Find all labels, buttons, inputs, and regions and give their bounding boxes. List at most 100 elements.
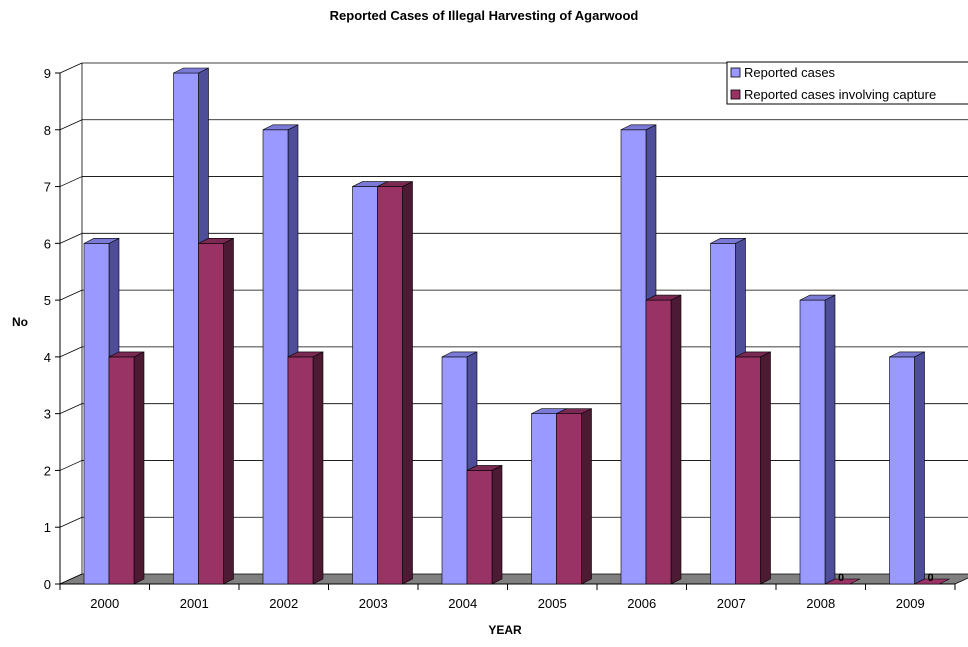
wall-slant-line: [59, 403, 83, 415]
bar-front-face: [466, 470, 493, 585]
chart-title: Reported Cases of Illegal Harvesting of …: [330, 8, 639, 23]
bar-front-face: [198, 243, 224, 585]
bar-reported-cases-capture: [914, 578, 950, 585]
y-tick-label: 3: [44, 407, 51, 422]
data-label: 0: [927, 572, 933, 584]
x-tick-label: 2005: [538, 596, 567, 611]
data-label: 0: [838, 572, 844, 584]
y-tick-label: 1: [44, 520, 51, 535]
bar-top-face: [556, 408, 592, 414]
bar-top-face: [441, 351, 478, 358]
bar-top-face: [466, 465, 503, 471]
bar-reported-cases-capture: [645, 294, 682, 585]
legend-box: [726, 61, 968, 105]
legend-label-reported-cases: Reported cases: [744, 65, 836, 80]
bar-top-face: [710, 238, 746, 244]
bar-top-face: [262, 124, 299, 131]
bar-side-face: [581, 408, 592, 585]
bar-front-face: [377, 186, 403, 585]
bar-reported-cases-capture: [556, 408, 592, 585]
bar-side-face: [133, 351, 145, 585]
y-tick-label: 0: [44, 577, 51, 592]
bar-front-face: [441, 356, 468, 585]
y-axis-title: No: [12, 315, 28, 329]
wall-slant-line: [59, 289, 83, 301]
y-tick-label: 2: [44, 463, 51, 478]
bar-top-face: [173, 67, 209, 74]
x-tick-label: 2008: [806, 596, 835, 611]
legend-swatch-reported-cases: [730, 67, 741, 78]
bar-side-face: [670, 294, 682, 585]
bar-zero-face: [914, 578, 950, 585]
wall-slant-line: [59, 460, 83, 471]
bar-reported-cases-capture: [466, 464, 503, 585]
bar-front-face: [262, 129, 289, 585]
bar-zero-face: [824, 578, 861, 585]
wall-slant-line: [59, 176, 83, 187]
bar-front-face: [173, 72, 199, 585]
x-tick-label: 2001: [180, 596, 209, 611]
wall-slant-line: [59, 346, 83, 358]
bars-layer: [83, 67, 950, 585]
y-tick-label: 5: [44, 293, 51, 308]
bar-front-face: [799, 299, 826, 585]
bar-reported-cases-capture: [735, 351, 771, 585]
wall-slant-line: [59, 232, 83, 244]
bar-top-face: [620, 124, 657, 131]
axis-layer: 0 1 2 3 4 5 6 7 8 9 2000 2001 2002 2003 2004 2005 2006 20…: [44, 66, 956, 611]
bar-side-face: [402, 181, 413, 585]
bar-reported-cases: [799, 294, 836, 585]
bar-front-face: [710, 243, 736, 585]
bar-top-face: [83, 238, 120, 244]
legend: Reported cases Reported cases involving …: [726, 61, 968, 105]
bar-side-face: [760, 351, 771, 585]
bar-reported-cases-capture: [198, 237, 234, 585]
bar-front-face: [735, 356, 761, 585]
bar-top-face: [799, 294, 836, 301]
x-tick-label: 2002: [269, 596, 298, 611]
bar-side-face: [312, 351, 324, 585]
y-tick-label: 9: [44, 66, 51, 81]
bar-reported-cases: [262, 124, 299, 585]
bar-reported-cases: [889, 351, 925, 585]
bar-side-face: [491, 464, 503, 585]
bar-front-face: [108, 356, 135, 585]
bar-reported-cases-capture: [108, 351, 145, 585]
bar-top-face: [377, 181, 413, 187]
legend-label-reported-cases-capture: Reported cases involving capture: [744, 87, 936, 102]
y-tick-label: 8: [44, 123, 51, 138]
x-tick-label: 2007: [717, 596, 746, 611]
x-axis-title: YEAR: [488, 623, 522, 637]
y-tick-label: 6: [44, 236, 51, 251]
wall-slant-line: [59, 62, 83, 74]
bar-front-face: [352, 186, 378, 585]
wall-slant-line: [59, 119, 83, 131]
bar-side-face: [223, 237, 234, 585]
bar-top-face: [735, 351, 771, 358]
bar-side-face: [824, 294, 836, 585]
bar-reported-cases-capture: [377, 181, 413, 585]
bar-side-face: [914, 351, 925, 585]
y-tick-label: 7: [44, 180, 51, 195]
bar-top-face: [198, 238, 234, 244]
bar-front-face: [645, 299, 672, 585]
bar-reported-cases-capture: [287, 351, 324, 585]
legend-swatch-reported-cases-capture: [730, 89, 741, 100]
x-tick-label: 2000: [90, 596, 119, 611]
y-tick-label: 4: [44, 350, 51, 365]
x-tick-label: 2009: [896, 596, 925, 611]
x-tick-label: 2006: [627, 596, 656, 611]
bar-top-face: [287, 351, 324, 358]
bar-front-face: [556, 413, 582, 585]
bar-front-face: [531, 413, 557, 585]
bar-front-face: [287, 356, 314, 585]
bar-front-face: [889, 356, 915, 585]
x-tick-label: 2003: [359, 596, 388, 611]
x-tick-label: 2004: [448, 596, 477, 611]
bar-top-face: [889, 351, 925, 358]
bar-top-face: [108, 351, 145, 358]
bar-top-face: [645, 294, 682, 301]
